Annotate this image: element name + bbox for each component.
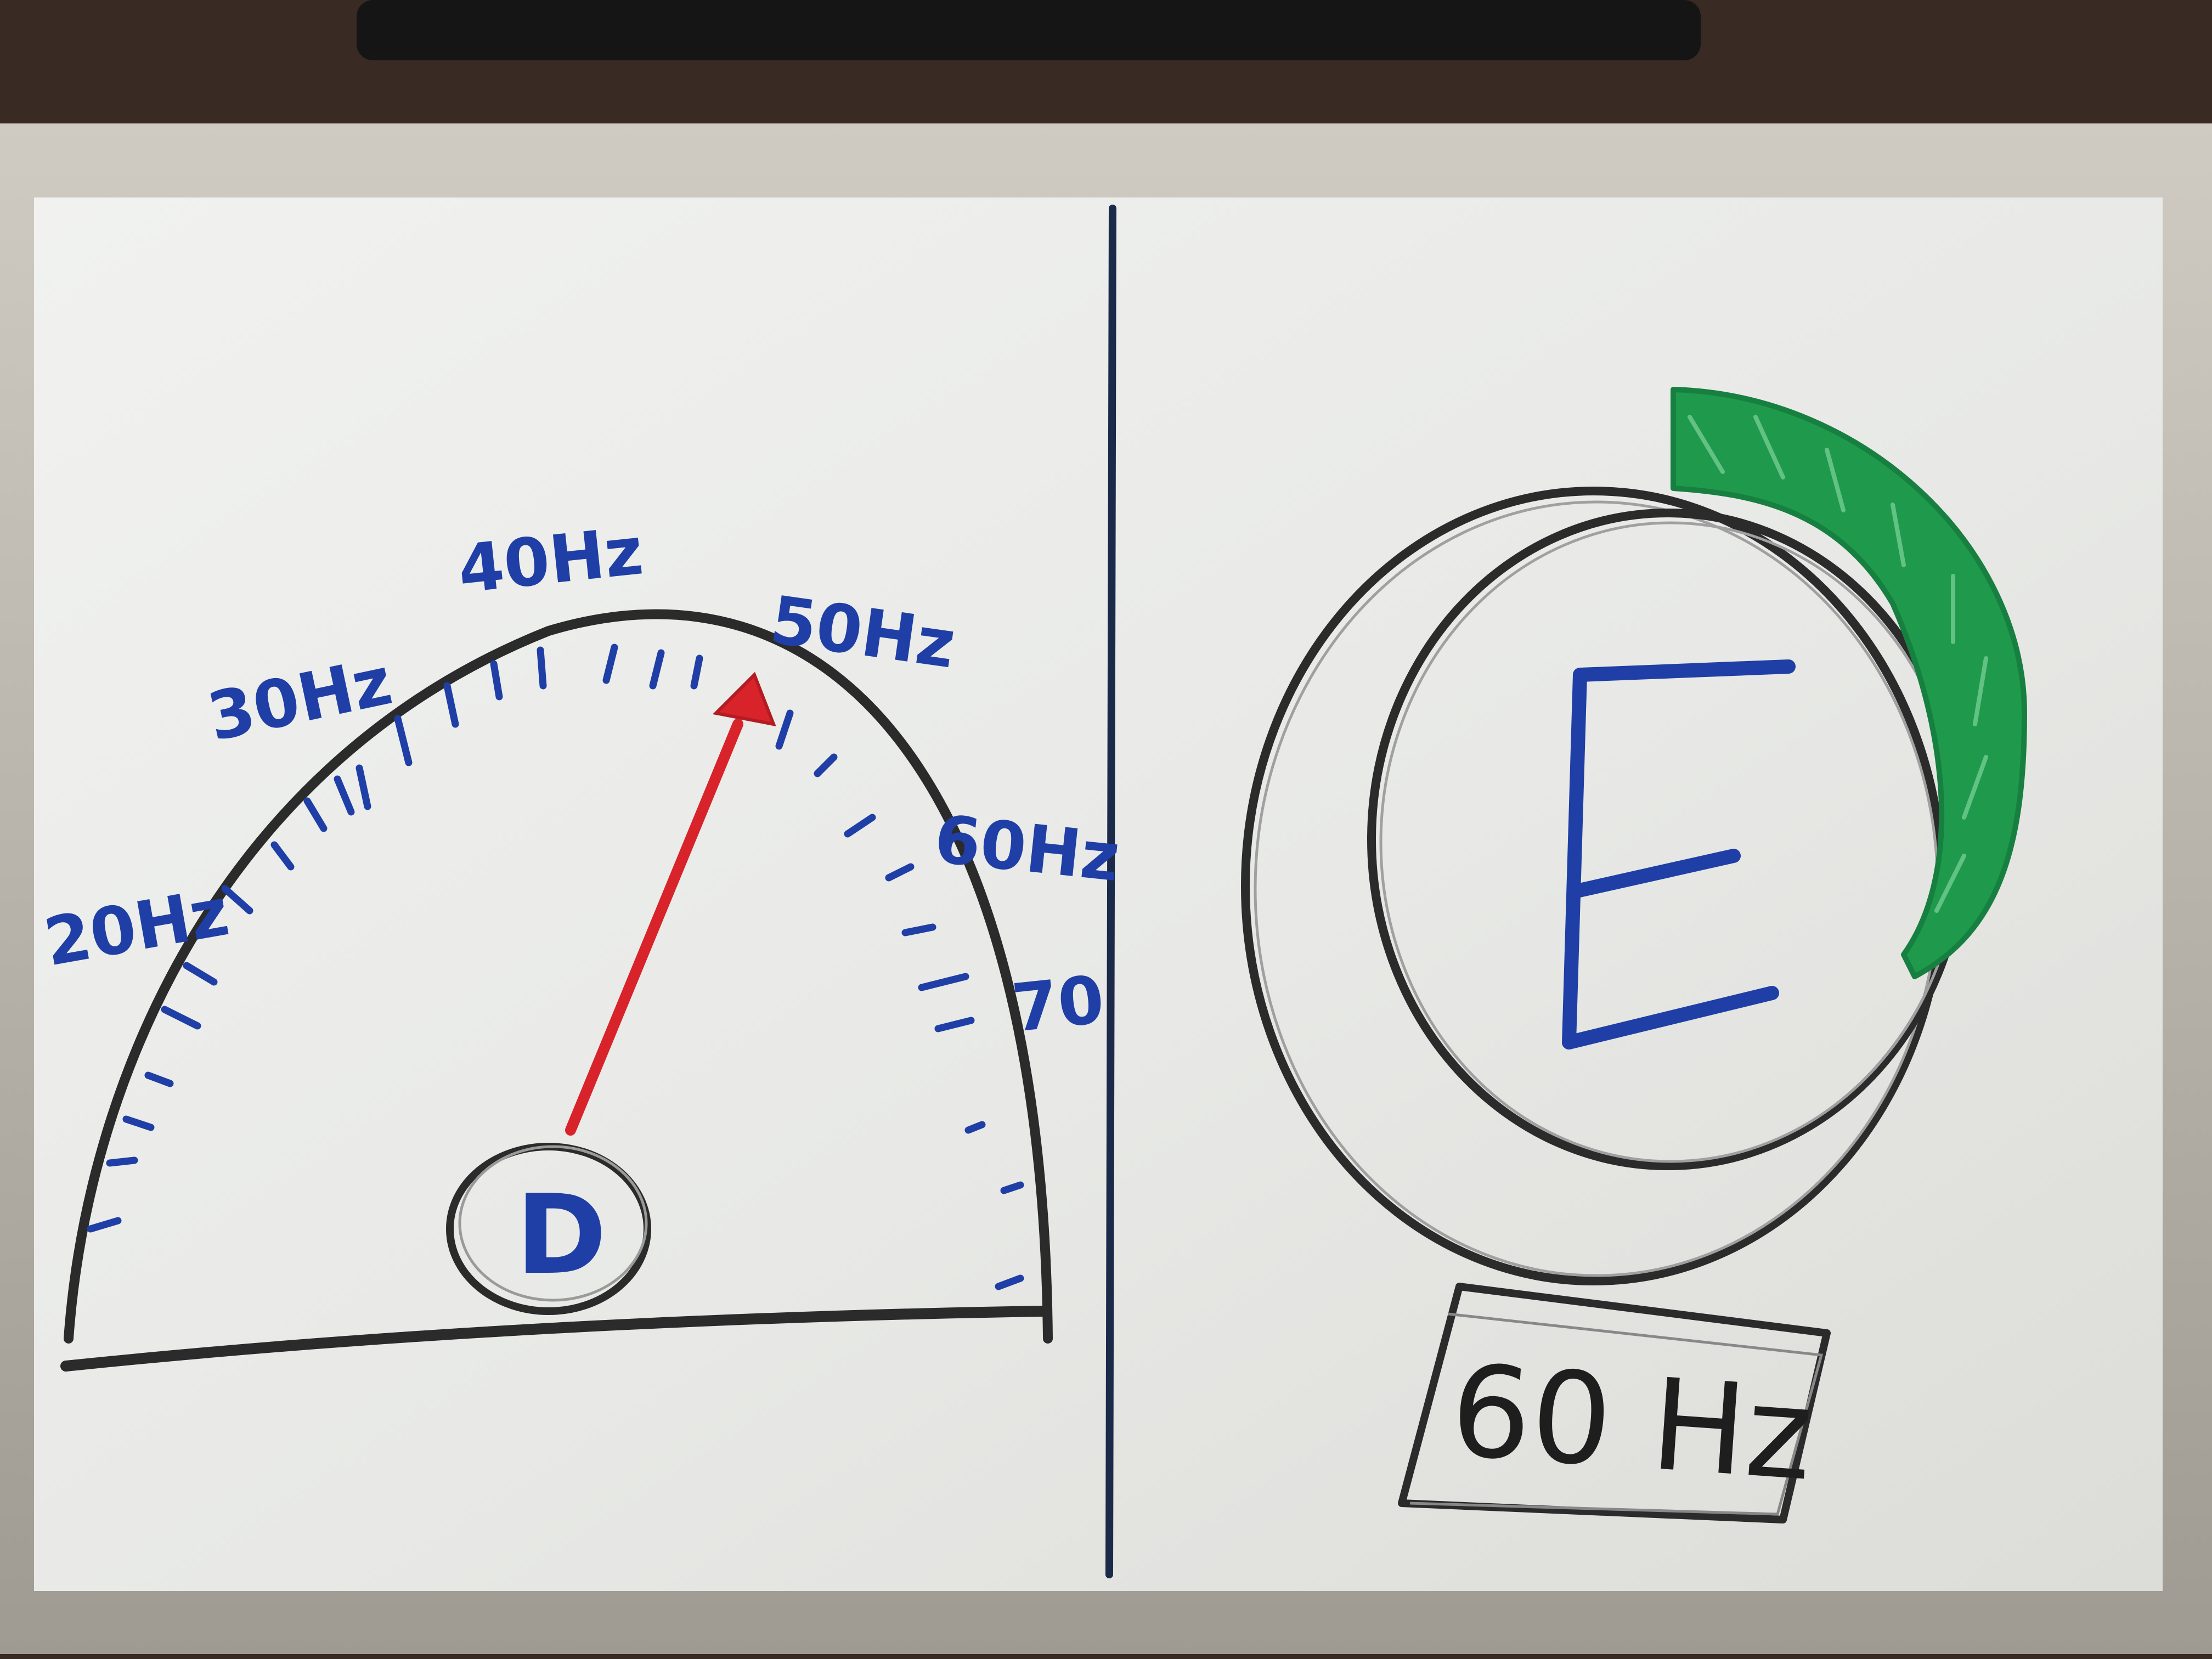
gauge-needle (565, 719, 743, 1136)
progress-arc (1671, 387, 2027, 979)
gauge-baseline (60, 1306, 1048, 1372)
gauge-arc (64, 609, 1053, 1344)
readout-box (1398, 1283, 1831, 1523)
keyboard-shadow (357, 0, 1701, 60)
gauge-hub-label: D (516, 1171, 607, 1299)
gauge-ticks (87, 644, 1024, 1290)
readout-text: 60 Hz (1446, 1338, 1817, 1509)
dial-letter-e (1562, 659, 1796, 1049)
needle-tip (712, 672, 776, 726)
ring-dial: E 60 Hz (1241, 387, 2027, 1523)
frequency-gauge: 20Hz 30Hz 40Hz 50Hz 60Hz 70 D (39, 513, 1123, 1372)
divider-line (1105, 205, 1116, 1578)
scale-label-70: 70 (1009, 962, 1108, 1047)
